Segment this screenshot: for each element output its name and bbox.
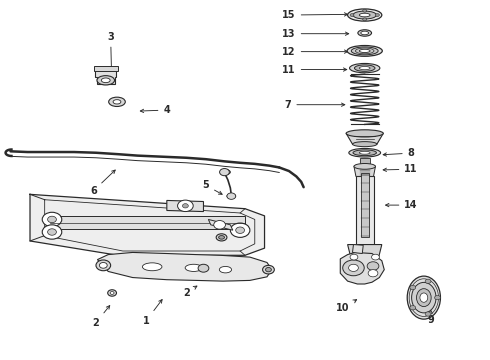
Circle shape: [214, 221, 225, 229]
Text: 12: 12: [282, 46, 348, 57]
Circle shape: [425, 279, 431, 283]
Ellipse shape: [263, 265, 274, 274]
Circle shape: [350, 254, 358, 260]
Circle shape: [375, 14, 379, 17]
Ellipse shape: [227, 194, 236, 198]
Circle shape: [42, 212, 62, 226]
Circle shape: [348, 264, 358, 271]
Ellipse shape: [416, 289, 431, 307]
Ellipse shape: [353, 11, 376, 19]
Ellipse shape: [353, 150, 376, 156]
Circle shape: [182, 204, 188, 208]
Circle shape: [42, 225, 62, 239]
Text: 11: 11: [383, 164, 418, 174]
Bar: [49, 216, 245, 229]
Text: 14: 14: [386, 200, 418, 210]
Polygon shape: [340, 252, 384, 284]
Text: 2: 2: [93, 306, 110, 328]
Bar: [94, 66, 118, 71]
Text: 4: 4: [140, 105, 170, 115]
Ellipse shape: [198, 264, 209, 272]
Ellipse shape: [349, 148, 381, 157]
Text: 10: 10: [336, 300, 357, 314]
Polygon shape: [352, 244, 363, 253]
Text: 6: 6: [90, 170, 115, 196]
Ellipse shape: [359, 49, 370, 53]
Ellipse shape: [359, 13, 370, 17]
Polygon shape: [208, 220, 233, 230]
Polygon shape: [167, 201, 203, 212]
Ellipse shape: [108, 290, 117, 296]
Ellipse shape: [347, 9, 382, 21]
Ellipse shape: [354, 65, 375, 71]
Text: 9: 9: [427, 309, 434, 325]
Ellipse shape: [185, 264, 202, 271]
Ellipse shape: [101, 78, 110, 83]
Ellipse shape: [354, 163, 375, 169]
Ellipse shape: [347, 45, 382, 56]
Bar: [356, 176, 373, 244]
Ellipse shape: [352, 141, 377, 147]
Ellipse shape: [358, 30, 371, 36]
Circle shape: [48, 216, 56, 223]
Circle shape: [177, 200, 193, 212]
Ellipse shape: [96, 260, 111, 271]
Ellipse shape: [143, 263, 162, 271]
Ellipse shape: [99, 262, 107, 268]
Ellipse shape: [220, 266, 232, 273]
Circle shape: [230, 223, 250, 237]
Ellipse shape: [351, 47, 378, 55]
Polygon shape: [30, 194, 265, 255]
Ellipse shape: [216, 234, 227, 241]
Text: 5: 5: [202, 180, 222, 194]
Circle shape: [371, 254, 379, 260]
Circle shape: [227, 193, 236, 199]
Circle shape: [236, 227, 245, 233]
Circle shape: [350, 14, 354, 17]
Circle shape: [363, 9, 367, 12]
Circle shape: [368, 270, 378, 277]
Text: 8: 8: [383, 148, 415, 158]
Ellipse shape: [346, 130, 383, 137]
Ellipse shape: [349, 63, 380, 73]
Ellipse shape: [109, 97, 125, 107]
Circle shape: [343, 260, 364, 276]
Ellipse shape: [110, 292, 114, 294]
Polygon shape: [346, 134, 383, 144]
Ellipse shape: [113, 100, 121, 104]
Circle shape: [367, 262, 379, 270]
Circle shape: [220, 168, 229, 176]
Ellipse shape: [220, 170, 230, 175]
Circle shape: [410, 306, 416, 310]
Text: 11: 11: [282, 64, 347, 75]
Ellipse shape: [361, 31, 368, 35]
Bar: [361, 173, 368, 237]
Circle shape: [435, 296, 441, 300]
Ellipse shape: [97, 76, 115, 85]
Ellipse shape: [359, 151, 370, 154]
Ellipse shape: [412, 282, 436, 313]
Text: 15: 15: [282, 10, 348, 20]
Ellipse shape: [420, 293, 428, 302]
Text: 2: 2: [183, 286, 197, 298]
Text: 13: 13: [282, 29, 349, 39]
Ellipse shape: [359, 67, 370, 70]
Polygon shape: [347, 244, 382, 264]
Circle shape: [363, 18, 367, 21]
Ellipse shape: [407, 276, 441, 319]
Ellipse shape: [219, 235, 224, 239]
Text: 3: 3: [107, 32, 114, 72]
Circle shape: [410, 285, 416, 290]
Text: 1: 1: [143, 300, 162, 325]
Ellipse shape: [266, 267, 271, 272]
Text: 7: 7: [285, 100, 345, 110]
Bar: [360, 158, 369, 176]
Polygon shape: [354, 166, 375, 176]
Polygon shape: [95, 69, 117, 84]
Circle shape: [48, 229, 56, 235]
Polygon shape: [98, 252, 272, 281]
Circle shape: [425, 312, 431, 316]
